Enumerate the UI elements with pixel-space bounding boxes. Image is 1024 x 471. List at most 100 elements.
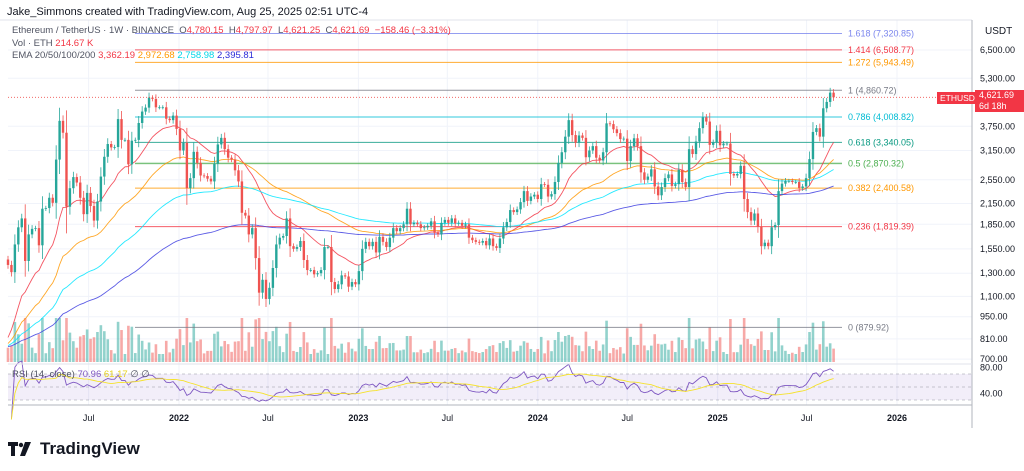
candle-body [144,107,147,112]
volume-bar [694,339,698,362]
volume-bar [350,348,354,362]
volume-bar [622,353,626,362]
price-tick-label: 3,750.00 [980,121,1015,131]
volume-bar [746,338,749,362]
fib-zone [135,161,842,165]
candle-body [794,181,797,183]
candle-body [405,208,409,225]
candle-body [106,144,109,157]
candle-body [288,218,292,247]
volume-bar [391,342,395,362]
hidden-value-icon: ∅ [141,369,150,380]
volume-bar [89,338,92,362]
fib-level-label: 0.236 (1,819.39) [848,222,914,232]
volume-bar [68,332,72,362]
volume-bar [557,331,560,362]
candle-body [667,174,670,179]
price-tick-label: 1,300.00 [980,268,1015,278]
candle-body [694,141,698,155]
candle-body [701,117,705,129]
candle-body [134,139,137,141]
rsi-label[interactable]: RSI (14, close) [12,369,75,380]
symbol-title[interactable]: Ethereum / TetherUS · 1W · BINANCE [12,25,174,36]
candle-body [306,260,309,271]
volume-bar [581,351,584,362]
candle-body [663,178,667,188]
candle-body [319,270,323,274]
axes: 6,500.00 5,300.00 3,750.00 3,150.00 2,550.00… [0,19,1015,428]
candle-body [299,241,302,248]
candle-body [127,139,130,165]
candle-body [295,247,299,249]
volume-bar [333,345,337,362]
volume-bar [72,341,75,362]
candle-body [632,138,636,147]
volume-row: Vol · ETH 214.67 K [12,38,451,51]
volume-bar [828,343,832,362]
candle-body [498,238,502,248]
candle-body [343,275,347,277]
price-tick-label: 2,550.00 [980,175,1015,185]
candle-body [464,224,467,226]
currency-label[interactable]: USDT [985,26,1013,37]
high-value: 4,797.97 [235,25,273,36]
volume-bar [801,352,804,362]
candle-body [808,159,811,179]
candle-body [536,194,539,200]
candle-body [285,218,288,237]
candle-body [199,162,202,176]
volume-bar [47,342,51,362]
fib-level-label: 1.618 (7,320.85) [848,29,914,39]
rsi-legend: RSI (14, close) 70.96 61.17 ∅ ∅ [12,369,150,380]
candle-body [725,143,729,145]
price-tick-label: 3,150.00 [980,145,1015,155]
candle-body [804,178,808,187]
bar-countdown: 6d 18h [979,101,1007,111]
volume-bar [305,342,309,362]
candle-body [515,209,519,213]
volume-bar [725,354,729,362]
volume-bar [698,338,701,362]
volume-bar [705,349,708,362]
candle-body [488,238,491,246]
candle-body [763,242,766,247]
volume-bar [144,349,147,362]
volume-bar [319,350,323,362]
candle-body [643,172,646,180]
candle-body [777,191,780,226]
candle-body [30,228,34,235]
last-price: 4,621.69 [979,90,1015,100]
volume-bar [61,340,65,362]
volume-bar [643,345,646,362]
candle-body [732,173,736,176]
candle-body [178,128,182,151]
volume-bar [691,348,694,362]
volume-bar [127,325,130,362]
volume-label[interactable]: Vol · ETH [12,37,53,49]
candle-body [398,228,402,232]
candle-body [251,228,254,235]
candle-body [715,130,718,143]
candle-body [619,133,622,140]
candle-body [760,226,763,247]
ema50-value: 2,972.68 [137,50,175,61]
candle-body [460,222,464,226]
candle-body [601,152,605,161]
volume-bar [591,348,595,362]
candle-body [784,180,787,184]
volume-bar [467,338,471,362]
candle-body [801,186,804,189]
time-tick-label: 2026 [887,413,907,423]
volume-bar [529,348,533,362]
ema-label[interactable]: EMA 20/50/100/200 [12,50,96,61]
volume-bar [288,321,292,362]
candle-body [705,117,708,122]
volume-bar [151,352,154,362]
volume-bar [763,349,767,362]
volume-bar [330,318,333,362]
candle-body [79,182,82,198]
volume-bar [302,332,306,362]
tradingview-logo[interactable]: TradingView [8,439,140,459]
candle-body [550,194,553,197]
